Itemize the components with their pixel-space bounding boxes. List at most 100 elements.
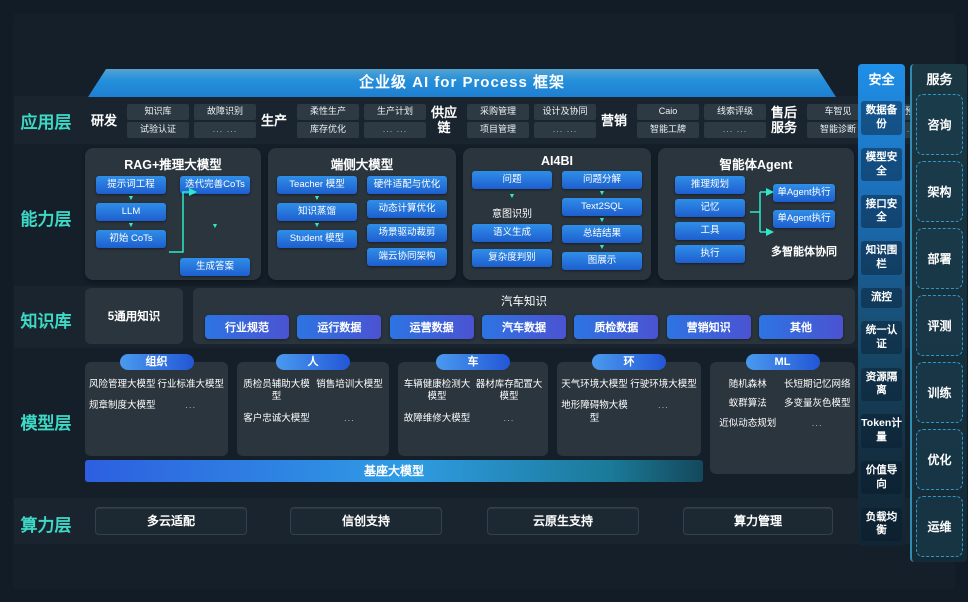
security-item: 数据备份 (861, 101, 902, 135)
layer-label-model: 模型层 (20, 414, 72, 433)
model-items: 质检员辅助大模型 销售培训大模型 客户忠诚大模型 ... (237, 362, 389, 431)
app-item-more: ... ... (704, 122, 766, 138)
flow-node: 单Agent执行 (773, 184, 835, 202)
edge-right-list: 硬件适配与优化 动态计算优化 场景驱动裁剪 端云协同架构 (367, 176, 447, 266)
security-item: 知识围栏 (861, 241, 902, 275)
model-item: 随机森林 (728, 379, 767, 390)
flow-node: 生成答案 (180, 258, 250, 276)
app-item-more: ... ... (364, 122, 426, 138)
model-item-more: ... (185, 400, 197, 412)
app-group-label: 营销 (600, 112, 627, 128)
edge-left-flow: Teacher 模型 知识蒸馏 Student 模型 (277, 176, 357, 248)
knowledge-pill: 运行数据 (297, 315, 382, 339)
model-item-more: ... (503, 412, 515, 424)
app-group-label: 售后服务 (770, 105, 797, 135)
security-item: 流控 (861, 288, 902, 308)
model-group-people: 人 质检员辅助大模型 销售培训大模型 客户忠诚大模型 ... (237, 354, 389, 456)
knowledge-pill-row: 行业规范 运行数据 运营数据 汽车数据 质检数据 营销知识 其他 (193, 309, 855, 339)
arrow-down-icon (599, 216, 606, 225)
security-item: 接口安全 (861, 194, 902, 228)
model-item-more: ... (344, 412, 355, 424)
model-group-pill: 车 (436, 354, 510, 370)
app-item: 车智见 (807, 104, 869, 120)
multi-agent-note: 多智能体协同 (771, 245, 837, 258)
security-rail-title: 安全 (868, 72, 895, 87)
knowledge-pill: 行业规范 (205, 315, 289, 339)
auto-knowledge-box: 汽车知识 行业规范 运行数据 运营数据 汽车数据 质检数据 营销知识 其他 (193, 288, 855, 344)
knowledge-pill: 运营数据 (389, 315, 474, 339)
app-cell: Caio 智能工牌 (637, 104, 699, 138)
flow-node: 问题分解 (562, 171, 642, 189)
model-group-environment: 环 天气环境大模型 行驶环境大模型 地形障碍物大模型 ... (557, 354, 701, 456)
agent-box: 智能体Agent 推理规划 记忆 工具 执行 单Agent执行 单Agent执行… (658, 148, 854, 280)
model-item: 客户忠诚大模型 (243, 412, 310, 424)
app-item: 故障识别 (194, 104, 256, 120)
edge-box-title: 端侧大模型 (330, 158, 394, 172)
flow-node: 语义生成 (472, 223, 552, 242)
app-item: 项目管理 (467, 122, 529, 138)
app-group-supply-chain: 供应链 采购管理 项目管理 设计及协同 ... ... (426, 104, 596, 138)
app-cell: 故障识别 ... ... (194, 104, 256, 138)
agent-box-title: 智能体Agent (719, 158, 793, 172)
app-group-marketing: 营销 Caio 智能工牌 线索评级 ... ... (596, 104, 766, 138)
security-item: 负载均衡 (861, 507, 902, 541)
knowledge-pill: 营销知识 (666, 315, 751, 339)
arrow-down-icon (599, 243, 606, 252)
agent-right-list: 单Agent执行 单Agent执行 多智能体协同 (771, 176, 837, 259)
model-item: 销售培训大模型 (316, 379, 383, 390)
service-item: 部署 (916, 228, 963, 289)
app-item: 采购管理 (467, 104, 529, 120)
security-item: 价值导向 (861, 460, 902, 495)
app-group-label: 生产 (260, 112, 287, 128)
knowledge-pill: 其他 (758, 315, 843, 339)
app-cell: 知识库 试验认证 (127, 104, 189, 138)
model-item: 器材库存配置大模型 (475, 379, 543, 403)
app-cell: 线索评级 ... ... (704, 104, 766, 138)
flow-node: LLM (96, 202, 166, 221)
app-cell: 柔性生产 库存优化 (297, 104, 359, 138)
app-item: 线索评级 (704, 104, 766, 120)
flow-node: 总结结果 (562, 224, 642, 243)
model-items: 风险管理大模型 行业标准大模型 规章制度大模型 ... (85, 362, 228, 419)
base-model-bar: 基座大模型 (85, 460, 703, 482)
app-item: 库存优化 (297, 122, 359, 138)
app-item: 试验认证 (127, 122, 189, 138)
model-item: 车辆健康检测大模型 (403, 379, 471, 403)
model-item: 多变量灰色模型 (783, 398, 851, 410)
service-rail-title: 服务 (926, 72, 953, 87)
model-items: 随机森林 长短期记忆网络 蚁群算法 多变量灰色模型 近似动态规划 ... (710, 362, 855, 436)
rag-reasoning-box: RAG+推理大模型 提示词工程 LLM 初始 CoTs 迭代完善CoTs 生成答… (85, 148, 261, 280)
flow-node: Teacher 模型 (277, 176, 357, 194)
service-item: 运维 (916, 496, 963, 557)
service-item: 训练 (916, 362, 963, 423)
ai4bi-left-flow: 问题 意图识别 语义生成 复杂度判别 (472, 171, 552, 267)
flow-node: 知识蒸馏 (277, 202, 357, 221)
security-item: 统一认证 (861, 321, 902, 355)
app-cell: 采购管理 项目管理 (467, 104, 529, 138)
ai4bi-box: AI4BI 问题 意图识别 语义生成 复杂度判别 问题分解 Text2SQL 总… (463, 148, 651, 280)
rag-box-title: RAG+推理大模型 (124, 158, 222, 172)
compute-cloud-native: 云原生支持 (487, 507, 639, 535)
model-item: 行业标准大模型 (157, 379, 225, 390)
framework-banner: 企业级 AI for Process 框架 (88, 69, 836, 97)
app-group-production: 生产 柔性生产 库存优化 生产计划 ... ... (256, 104, 426, 138)
layer-label-compute: 算力层 (20, 516, 72, 535)
model-items: 天气环境大模型 行驶环境大模型 地形障碍物大模型 ... (557, 362, 701, 431)
model-item-more: ... (811, 417, 823, 429)
app-item: 生产计划 (364, 104, 426, 120)
app-item-more: ... ... (194, 122, 256, 138)
app-group-rd: 研发 知识库 试验认证 故障识别 ... ... (86, 104, 256, 138)
service-rail: 服务 咨询 架构 部署 评测 训练 优化 运维 (910, 64, 967, 562)
layer-label-app: 应用层 (20, 113, 72, 132)
rag-right-flow: 迭代完善CoTs 生成答案 (180, 176, 250, 280)
service-item: 优化 (916, 429, 963, 490)
app-cell: 车智见 智能诊断 (807, 104, 869, 138)
layer-label-capability: 能力层 (20, 210, 72, 229)
flow-node: 工具 (675, 221, 745, 240)
arrow-down-icon (128, 194, 135, 203)
model-item: 长短期记忆网络 (783, 379, 851, 390)
flow-label: 意图识别 (492, 208, 532, 220)
ai4bi-box-title: AI4BI (541, 154, 573, 168)
flow-node: 记忆 (675, 198, 745, 217)
